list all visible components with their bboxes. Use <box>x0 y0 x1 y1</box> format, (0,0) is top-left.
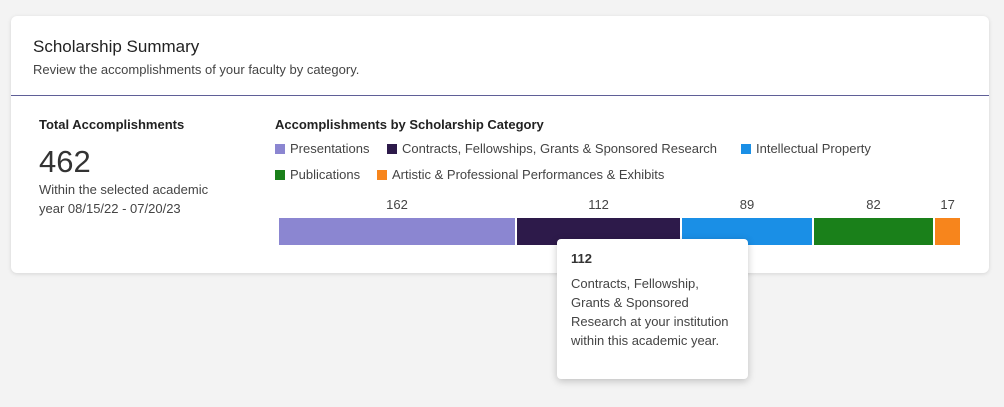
legend-label: Artistic & Professional Performances & E… <box>392 167 665 182</box>
bar-segment-artistic-performances[interactable] <box>935 218 960 245</box>
card-subtitle: Review the accomplishments of your facul… <box>33 62 360 77</box>
bar-value-presentations: 162 <box>386 197 408 212</box>
legend-swatch <box>377 169 387 180</box>
chart-heading: Accomplishments by Scholarship Category <box>275 117 544 132</box>
legend-item-publications[interactable]: Publications <box>275 167 360 182</box>
legend-item-contracts-fellowships-grants[interactable]: Contracts, Fellowships, Grants & Sponsor… <box>387 141 717 156</box>
legend-item-intellectual-property[interactable]: Intellectual Property <box>741 141 871 156</box>
bar-value-contracts-fellowships-grants: 112 <box>588 197 609 212</box>
bar-tooltip: 112 Contracts, Fellowship, Grants & Spon… <box>557 239 748 379</box>
legend-swatch <box>275 169 285 180</box>
bar-value-publications: 82 <box>866 197 881 212</box>
legend-swatch <box>741 143 751 154</box>
legend-label: Contracts, Fellowships, Grants & Sponsor… <box>402 141 718 156</box>
total-accomplishments-heading: Total Accomplishments <box>39 117 185 132</box>
bar-segment-presentations[interactable] <box>279 218 515 245</box>
legend-swatch <box>275 143 285 154</box>
legend-label: Intellectual Property <box>756 141 871 156</box>
tooltip-text: Contracts, Fellowship, Grants & Sponsore… <box>571 276 729 348</box>
bar-value-artistic-performances: 17 <box>940 197 955 212</box>
bar-segment-publications[interactable] <box>813 218 934 245</box>
legend-item-presentations[interactable]: Presentations <box>275 141 370 156</box>
card-title: Scholarship Summary <box>33 37 200 56</box>
legend-label: Publications <box>290 167 361 182</box>
tooltip-value: 112 <box>571 251 592 266</box>
legend-label: Presentations <box>290 141 370 156</box>
legend-item-artistic-performances[interactable]: Artistic & Professional Performances & E… <box>377 167 664 182</box>
bar-value-intellectual-property: 89 <box>739 197 755 212</box>
total-accomplishments-description: Within the selected academic year 08/15/… <box>39 182 209 216</box>
card-header: Scholarship Summary Review the accomplis… <box>11 16 989 96</box>
legend-swatch <box>387 143 397 154</box>
total-accomplishments-value: 462 <box>39 144 91 179</box>
